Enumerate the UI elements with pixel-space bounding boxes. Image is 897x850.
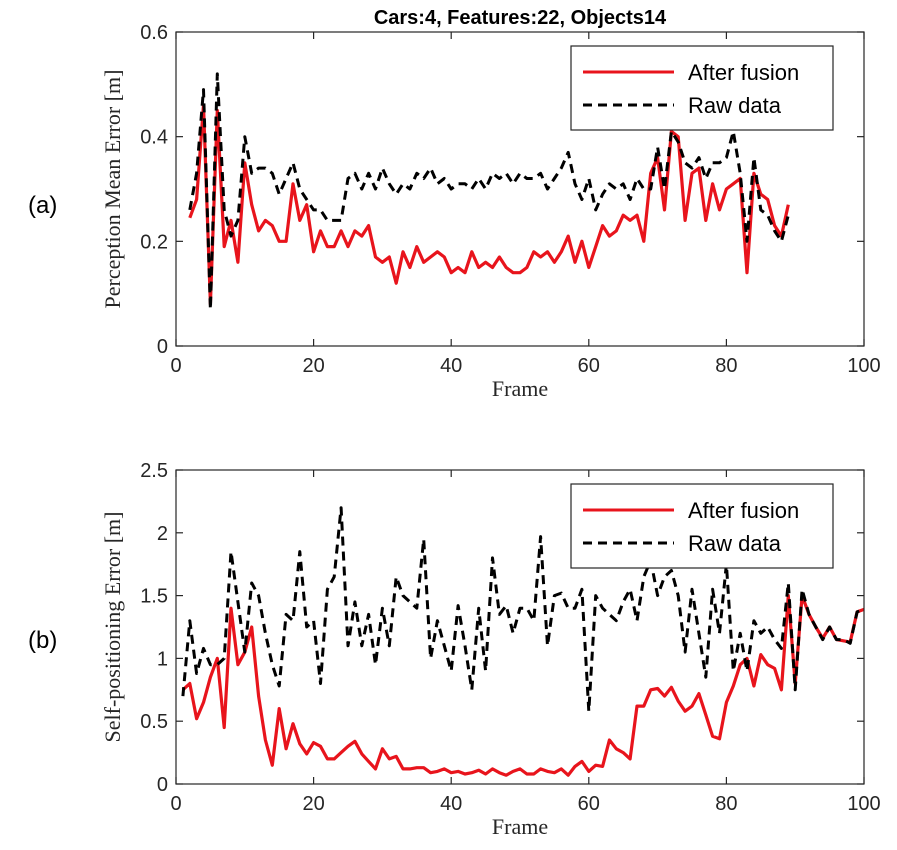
- legend: After fusion Raw data: [570, 45, 834, 131]
- y-tick-label: 2: [157, 523, 168, 545]
- y-tick-label: 0: [157, 774, 168, 796]
- axes-box: [175, 469, 865, 785]
- legend-label: Raw data: [688, 531, 782, 556]
- x-tick-label: 20: [302, 793, 324, 815]
- x-axis-label: Frame: [492, 814, 548, 839]
- x-tick-label: 100: [847, 355, 880, 377]
- series-line-after-fusion: [188, 103, 790, 306]
- y-tick-label: 0: [157, 336, 168, 358]
- y-axis-label: Self-positioning Error [m]: [100, 512, 125, 743]
- legend-box: [570, 483, 834, 569]
- chart-title: Cars:4, Features:22, Objects14: [374, 7, 667, 29]
- y-tick-label: 2.5: [140, 460, 168, 482]
- x-tick-label: 40: [440, 355, 462, 377]
- chart-panel-1: 0 20 40 60 80 100 0 0.2 0.4 0.6 Frame Perception Me…: [28, 7, 881, 401]
- panel-label: (b): [28, 627, 57, 654]
- y-tick-label: 0.6: [140, 22, 168, 44]
- legend-label: After fusion: [688, 60, 799, 85]
- y-tick-label: 0.5: [140, 711, 168, 733]
- y-axis-label: Perception Mean Error [m]: [100, 70, 125, 309]
- y-tick-label: 0.4: [140, 127, 168, 149]
- x-tick-label: 80: [715, 355, 737, 377]
- series-line-raw-data: [181, 506, 865, 713]
- x-tick-label: 20: [302, 355, 324, 377]
- legend: After fusion Raw data: [570, 483, 834, 569]
- series-line-raw-data: [188, 72, 790, 311]
- x-tick-label: 60: [578, 793, 600, 815]
- legend-label: Raw data: [688, 93, 782, 118]
- x-axis-label: Frame: [492, 376, 548, 401]
- x-tick-label: 40: [440, 793, 462, 815]
- y-tick-label: 1: [157, 648, 168, 670]
- x-tick-label: 0: [170, 793, 181, 815]
- x-tick-label: 100: [847, 793, 880, 815]
- x-tick-label: 60: [578, 355, 600, 377]
- axes-box: [175, 31, 865, 347]
- panel-label: (a): [28, 192, 57, 219]
- legend-label: After fusion: [688, 498, 799, 523]
- chart-panel-2: 0 20 40 60 80 100 0 0.5 1 1.5 2 2.5 Frame Self-positi…: [28, 460, 881, 839]
- legend-box: [570, 45, 834, 131]
- series-line-after-fusion: [181, 593, 865, 777]
- y-tick-label: 0.2: [140, 231, 168, 253]
- y-tick-label: 1.5: [140, 586, 168, 608]
- x-tick-label: 0: [170, 355, 181, 377]
- x-tick-label: 80: [715, 793, 737, 815]
